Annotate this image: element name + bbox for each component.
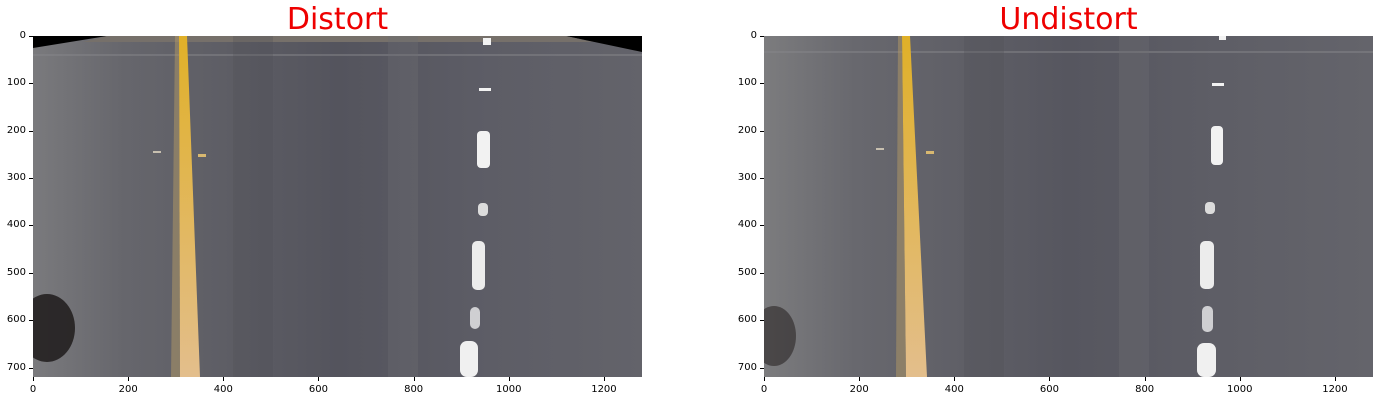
undistort-ytick-label: 600 xyxy=(737,314,757,326)
distort-ytick-label: 0 xyxy=(19,30,26,41)
undistort-ytick-mark xyxy=(760,367,764,369)
undistort-ytick-mark xyxy=(760,225,764,227)
distort-ytick-mark xyxy=(29,272,33,274)
undistort-ytick-label: 100 xyxy=(737,77,757,89)
distort-ytick-label: 400 xyxy=(6,219,26,231)
distort-ytick-mark xyxy=(29,320,33,322)
distort-ytick-label: 100 xyxy=(6,77,26,89)
distort-ytick-label: 300 xyxy=(6,172,26,184)
distort-xtick-label: 1200 xyxy=(591,384,617,395)
distort-ytick-label: 200 xyxy=(6,124,26,136)
undistort-ytick-mark xyxy=(760,36,764,37)
undistort-ytick-mark xyxy=(760,320,764,322)
undistort-ytick-label: 400 xyxy=(737,219,757,231)
undistort-xtick-mark xyxy=(1144,377,1146,381)
undistort-xtick-mark xyxy=(954,377,956,381)
undistort-xtick-label: 400 xyxy=(944,384,964,395)
distort-xtick-label: 800 xyxy=(404,384,424,395)
distort-panel: Distort xyxy=(6,2,642,395)
distort-ytick-mark xyxy=(29,225,33,227)
undistort-ytick-mark xyxy=(760,130,764,132)
undistort-xtick-mark xyxy=(1334,377,1336,381)
undistort-ytick-mark xyxy=(760,272,764,274)
distort-xtick-mark xyxy=(508,377,510,381)
distort-ytick-mark xyxy=(29,83,33,85)
distort-xtick-mark xyxy=(223,377,225,381)
undistort-xtick-label: 1000 xyxy=(1227,384,1253,395)
distort-ytick-mark xyxy=(29,367,33,369)
undistort-xtick-mark xyxy=(859,377,861,381)
undistort-ytick-mark xyxy=(760,83,764,85)
distort-ytick-mark xyxy=(29,130,33,132)
undistort-xtick-label: 800 xyxy=(1135,384,1155,395)
distort-xtick-label: 1000 xyxy=(496,384,522,395)
distort-ytick-mark xyxy=(29,36,33,37)
distort-xtick-label: 400 xyxy=(213,384,233,395)
distort-xtick-mark xyxy=(603,377,605,381)
undistort-xtick-mark xyxy=(764,377,765,381)
undistort-title: Undistort xyxy=(999,2,1138,37)
distort-xtick-mark xyxy=(413,377,415,381)
distort-xtick-mark xyxy=(318,377,320,381)
distort-ytick-label: 500 xyxy=(6,266,26,278)
distort-xtick-label: 0 xyxy=(29,384,37,395)
distort-ytick-label: 700 xyxy=(6,361,26,373)
undistort-panel: Undistort xyxy=(691,0,1382,402)
distort-ytick-mark xyxy=(29,178,33,180)
distort-xtick-label: 200 xyxy=(118,384,138,395)
undistort-xtick-mark xyxy=(1049,377,1051,381)
undistort-xtick-mark xyxy=(1239,377,1241,381)
distort-title: Distort xyxy=(286,2,389,37)
distort-xtick-label: 600 xyxy=(308,384,329,395)
distort-xtick-mark xyxy=(33,377,34,381)
undistort-ytick-label: 200 xyxy=(737,124,757,136)
undistort-ytick-label: 500 xyxy=(737,266,757,278)
distort-image xyxy=(33,36,642,377)
undistort-ytick-label: 0 xyxy=(750,30,757,41)
undistort-xtick-label: 200 xyxy=(849,384,869,395)
undistort-xtick-label: 0 xyxy=(760,384,768,395)
distorted-road-image xyxy=(33,36,642,377)
undistort-image xyxy=(764,36,1373,377)
undistorted-road-image xyxy=(764,36,1373,377)
undistort-xtick-label: 600 xyxy=(1039,384,1060,395)
distort-ytick-label: 600 xyxy=(6,314,26,326)
distort-xtick-mark xyxy=(128,377,130,381)
undistort-ytick-label: 300 xyxy=(737,172,757,184)
undistort-ytick-mark xyxy=(760,178,764,180)
undistort-ytick-label: 700 xyxy=(737,361,757,373)
undistort-xtick-label: 1200 xyxy=(1322,384,1348,395)
